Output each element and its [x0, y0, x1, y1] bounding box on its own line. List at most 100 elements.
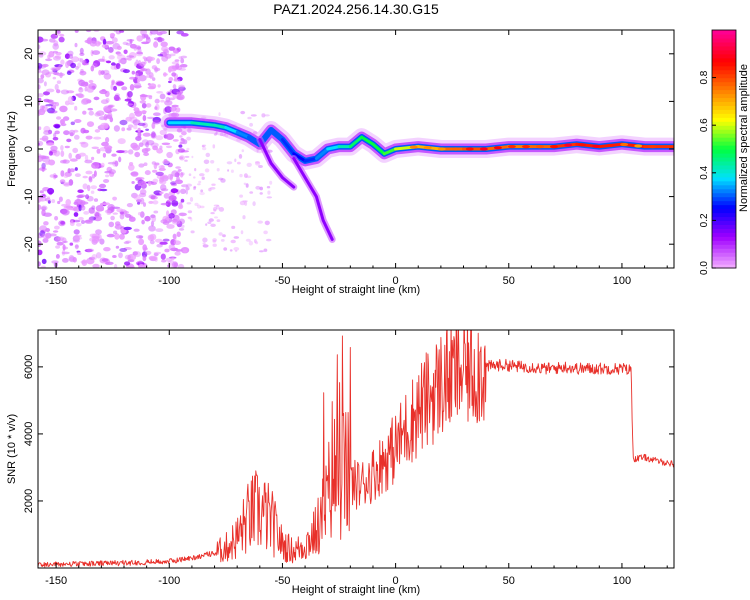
noise-blob: [159, 129, 167, 136]
noise-blob: [178, 212, 187, 217]
noise-blob: [171, 219, 181, 225]
colorbar-band: [712, 176, 736, 182]
noise-blob: [135, 72, 139, 79]
noise-blob: [127, 57, 132, 61]
noise-blob: [202, 237, 208, 243]
noise-blob: [94, 129, 101, 133]
noise-blob: [40, 74, 45, 79]
noise-blob: [208, 187, 212, 192]
noise-blob: [234, 158, 237, 163]
colorbar-band: [712, 260, 736, 265]
ridge-hotspot: [493, 146, 502, 150]
noise-blob: [137, 127, 141, 133]
noise-blob: [141, 219, 145, 225]
noise-blob: [81, 205, 86, 211]
noise-blob: [129, 76, 136, 80]
noise-blob: [187, 128, 192, 133]
noise-blob: [95, 40, 101, 47]
colorbar-band: [712, 149, 736, 154]
ridge-hotspot: [550, 145, 558, 149]
ridge-hotspot: [648, 145, 657, 149]
noise-blob: [100, 70, 105, 75]
noise-blob: [188, 173, 192, 176]
noise-blob: [158, 37, 165, 42]
noise-blob: [171, 104, 179, 108]
noise-blob: [142, 255, 147, 262]
noise-blob: [141, 102, 147, 109]
colorbar-label: Normalized spectral amplitude: [738, 64, 750, 212]
noise-blob: [216, 168, 220, 172]
colorbar-band: [712, 61, 736, 67]
noise-blob: [82, 59, 87, 66]
colorbar-band: [712, 105, 736, 110]
noise-blob: [134, 151, 141, 158]
noise-blob: [237, 161, 241, 165]
noise-blob: [178, 204, 184, 210]
noise-blob: [78, 57, 82, 62]
noise-blob: [68, 129, 76, 136]
noise-blob: [156, 32, 163, 36]
colorbar-band: [712, 89, 736, 95]
noise-blob: [226, 161, 233, 165]
noise-blob: [73, 212, 79, 217]
noise-blob: [179, 212, 184, 215]
noise-blob: [133, 194, 141, 200]
noise-blob: [215, 205, 220, 210]
noise-blob: [60, 89, 70, 95]
noise-blob: [145, 103, 152, 108]
noise-blob: [218, 207, 225, 212]
noise-blob: [247, 116, 252, 120]
noise-blob: [38, 62, 43, 70]
x-tick-label: 50: [503, 275, 515, 287]
noise-blob: [87, 107, 94, 111]
y-tick-label: 20: [23, 48, 35, 60]
noise-blob: [66, 71, 72, 75]
noise-blob: [108, 221, 115, 228]
noise-blob: [47, 107, 55, 114]
noise-blob: [154, 106, 158, 110]
noise-blob: [177, 263, 185, 268]
noise-blob: [44, 162, 51, 165]
noise-blob: [266, 238, 272, 242]
noise-blob: [60, 221, 65, 225]
noise-blob: [141, 148, 149, 154]
noise-blob: [77, 189, 84, 193]
noise-blob: [143, 247, 148, 251]
noise-blob: [68, 256, 76, 263]
noise-blob: [112, 212, 119, 215]
noise-blob: [148, 72, 154, 79]
noise-blob: [77, 252, 82, 255]
noise-blob: [97, 58, 105, 62]
noise-blob: [55, 245, 61, 249]
noise-blob: [52, 136, 59, 141]
colorbar-tick-label: 0.2: [699, 213, 710, 227]
noise-blob: [91, 236, 100, 244]
noise-blob: [124, 98, 132, 102]
noise-blob: [66, 90, 75, 94]
noise-blob: [66, 138, 72, 143]
noise-blob: [64, 100, 70, 106]
noise-blob: [172, 139, 179, 142]
noise-blob: [176, 91, 182, 95]
noise-blob: [173, 236, 177, 243]
snr-series-line: [38, 330, 674, 568]
noise-blob: [168, 244, 175, 251]
ridge-core-segment: [224, 126, 239, 134]
colorbar-band: [712, 137, 736, 142]
noise-blob: [113, 30, 118, 33]
noise-blob: [134, 61, 138, 67]
noise-blob: [105, 40, 115, 45]
y-tick-label: 4000: [23, 422, 35, 446]
noise-blob: [91, 50, 101, 55]
noise-blob: [63, 240, 68, 244]
noise-blob: [160, 202, 169, 206]
noise-blob: [96, 110, 105, 116]
noise-blob: [168, 213, 175, 219]
noise-blob: [38, 261, 41, 267]
noise-blob: [210, 223, 216, 227]
noise-blob: [45, 58, 53, 62]
noise-blob: [40, 265, 46, 268]
noise-blob: [175, 166, 181, 169]
